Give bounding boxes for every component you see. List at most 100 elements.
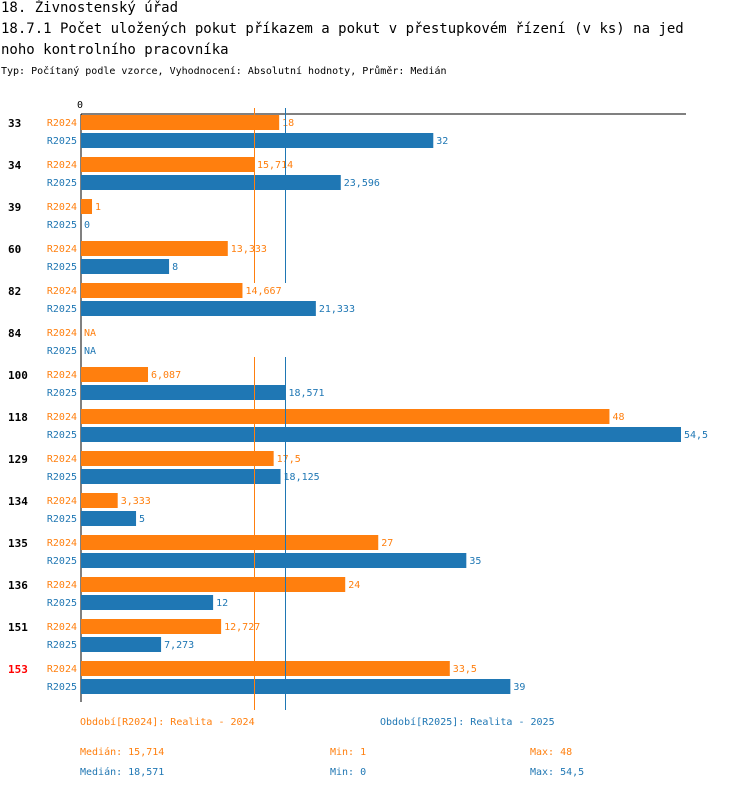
bar xyxy=(81,199,93,214)
chart-title-line-2: 18.7.1 Počet uložených pokut příkazem a … xyxy=(1,21,684,37)
series-label: R2025 xyxy=(47,220,77,231)
chart-subtitle: Typ: Počítaný podle vzorce, Vyhodnocení:… xyxy=(1,66,447,77)
series-label: R2025 xyxy=(47,346,77,357)
series-label: R2025 xyxy=(47,472,77,483)
bar-value-label: 6,087 xyxy=(151,370,181,381)
bar-value-label: 24 xyxy=(348,580,360,591)
series-label: R2025 xyxy=(47,514,77,525)
series-label: R2024 xyxy=(47,454,77,465)
category-label: 34 xyxy=(8,159,22,172)
series-label: R2024 xyxy=(47,538,77,549)
series-label: R2024 xyxy=(47,160,77,171)
bar xyxy=(81,259,170,274)
bar xyxy=(81,577,346,592)
bar xyxy=(81,283,243,298)
bar xyxy=(81,511,137,526)
series-label: R2025 xyxy=(47,304,77,315)
series-label: R2024 xyxy=(47,328,77,339)
bar xyxy=(81,637,162,652)
x-tick-label: 0 xyxy=(77,100,83,111)
category-label: 118 xyxy=(8,411,28,424)
category-label: 136 xyxy=(8,579,28,592)
legend-r2024-period: Období[R2024]: Realita - 2024 xyxy=(80,717,255,728)
bar xyxy=(81,175,341,190)
series-label: R2024 xyxy=(47,286,77,297)
series-label: R2024 xyxy=(47,580,77,591)
chart-title-line-3: noho kontrolního pracovníka xyxy=(1,42,229,58)
series-label: R2024 xyxy=(47,244,77,255)
category-label: 151 xyxy=(8,621,28,634)
bar-value-label: 32 xyxy=(436,136,448,147)
bar-value-label: 17,5 xyxy=(277,454,301,465)
bar-value-label: 8 xyxy=(172,262,178,273)
bar-value-label: 0 xyxy=(84,220,90,231)
bar xyxy=(81,553,467,568)
series-label: R2025 xyxy=(47,640,77,651)
legend-r2024-max: Max: 48 xyxy=(530,747,573,758)
series-label: R2024 xyxy=(47,622,77,633)
chart-title-line-1: 18. Živnostenský úřad xyxy=(1,0,179,16)
legend-r2024-median: Medián: 15,714 xyxy=(80,747,165,758)
bar xyxy=(81,535,379,550)
bar-value-label: 14,667 xyxy=(245,286,281,297)
bar-value-label: NA xyxy=(84,328,96,339)
bar xyxy=(81,679,511,694)
bar-value-label: 23,596 xyxy=(344,178,380,189)
bar-value-label: 33,5 xyxy=(453,664,477,675)
bar-value-label: 5 xyxy=(139,514,145,525)
bar-value-label: 48 xyxy=(612,412,624,423)
bar-value-label: 18,571 xyxy=(288,388,324,399)
series-label: R2025 xyxy=(47,262,77,273)
bar-value-label: 7,273 xyxy=(164,640,194,651)
legend-r2025-max: Max: 54,5 xyxy=(530,767,585,778)
bar-value-label: 13,333 xyxy=(231,244,267,255)
series-label: R2025 xyxy=(47,556,77,567)
category-label: 39 xyxy=(8,201,21,214)
bar xyxy=(81,409,610,424)
bar-value-label: 27 xyxy=(381,538,393,549)
legend-r2025-period: Období[R2025]: Realita - 2025 xyxy=(380,717,555,728)
category-label: 84 xyxy=(8,327,22,340)
bar xyxy=(81,385,286,400)
bar-value-label: 12 xyxy=(216,598,228,609)
bar-value-label: 18,125 xyxy=(284,472,320,483)
bar-value-label: 39 xyxy=(513,682,525,693)
series-label: R2024 xyxy=(47,664,77,675)
legend-r2025-median: Medián: 18,571 xyxy=(80,767,165,778)
bar-value-label: 3,333 xyxy=(121,496,151,507)
series-label: R2025 xyxy=(47,136,77,147)
bar xyxy=(81,427,681,442)
bar xyxy=(81,619,222,634)
bar xyxy=(81,595,214,610)
series-label: R2025 xyxy=(47,430,77,441)
bar xyxy=(81,157,254,172)
bar xyxy=(81,469,281,484)
bar xyxy=(81,451,274,466)
bar-value-label: 18 xyxy=(282,118,294,129)
category-label: 82 xyxy=(8,285,21,298)
bar xyxy=(81,301,316,316)
bar xyxy=(81,133,434,148)
legend-r2024-min: Min: 1 xyxy=(330,747,367,758)
series-label: R2024 xyxy=(47,370,77,381)
bar-value-label: 21,333 xyxy=(319,304,355,315)
bar xyxy=(81,493,118,508)
bar-value-label: 15,714 xyxy=(257,160,293,171)
category-label: 129 xyxy=(8,453,28,466)
bar xyxy=(81,661,450,676)
bar xyxy=(81,241,228,256)
category-label: 60 xyxy=(8,243,21,256)
series-label: R2025 xyxy=(47,598,77,609)
category-label: 135 xyxy=(8,537,28,550)
legend-r2025-min: Min: 0 xyxy=(330,767,367,778)
category-label: 134 xyxy=(8,495,28,508)
category-label: 153 xyxy=(8,663,28,676)
bar xyxy=(81,115,280,130)
bar-value-label: NA xyxy=(84,346,96,357)
bar-value-label: 1 xyxy=(95,202,101,213)
category-label: 33 xyxy=(8,117,21,130)
bar-value-label: 35 xyxy=(469,556,481,567)
series-label: R2024 xyxy=(47,202,77,213)
bar-value-label: 12,727 xyxy=(224,622,260,633)
